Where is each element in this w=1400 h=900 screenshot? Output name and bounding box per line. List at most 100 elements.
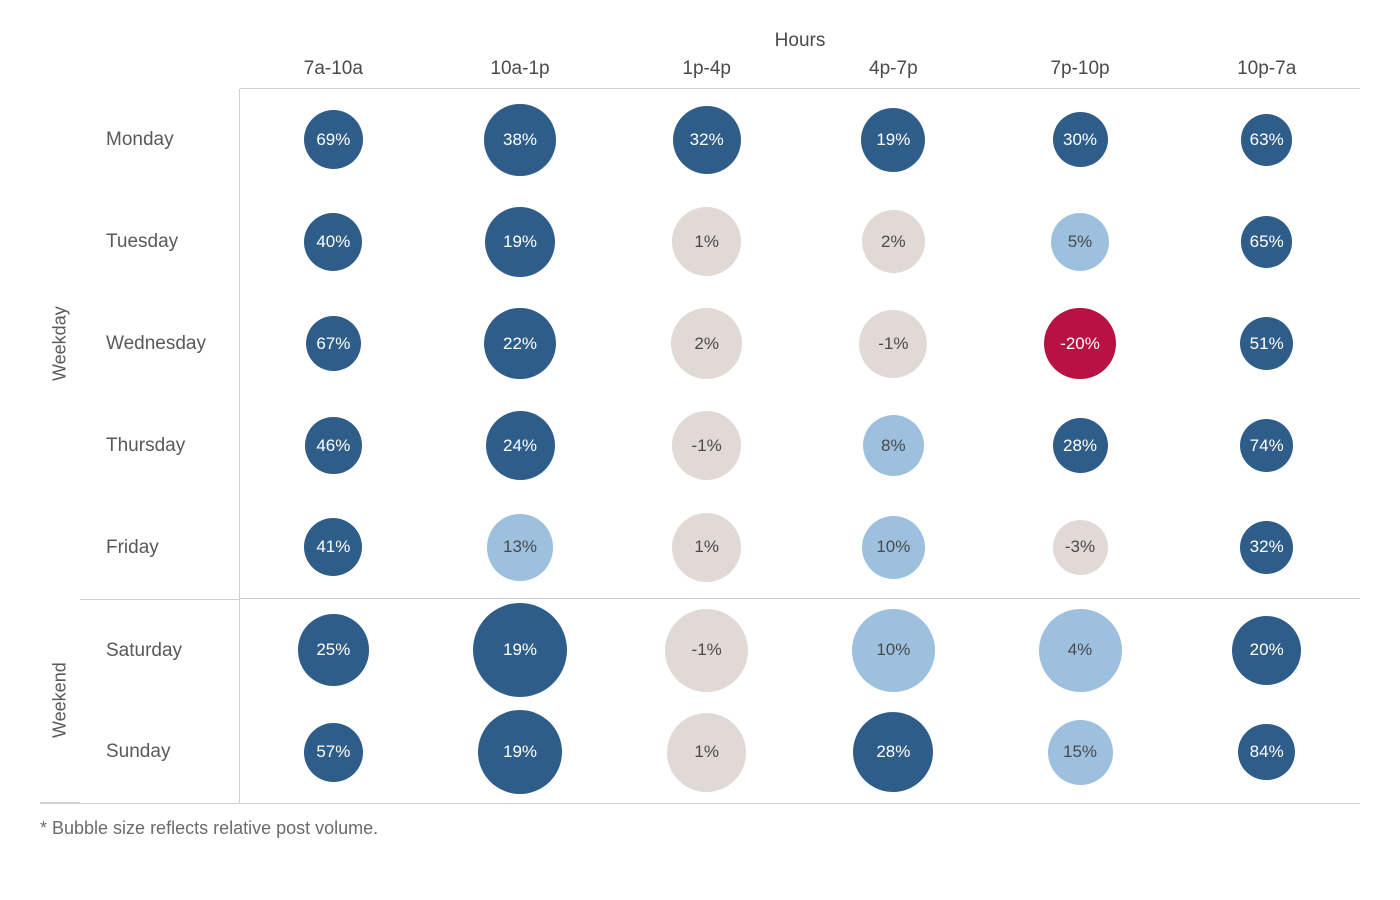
grid-row: 25% 19%-1% 10% 4% 20%: [240, 598, 1360, 701]
row-labels: MondayTuesdayWednesdayThursdayFridaySatu…: [80, 89, 240, 804]
bubble: 84%: [1238, 724, 1295, 781]
grid-row: 69% 38% 32% 19% 30% 63%: [240, 89, 1360, 191]
row-label: Tuesday: [80, 191, 239, 293]
column-header: 1p-4p: [613, 58, 800, 80]
grid-cell: -1%: [613, 599, 800, 701]
grid-cell: 84%: [1173, 701, 1360, 803]
bubble: 19%: [861, 108, 925, 172]
bubble: 30%: [1053, 112, 1108, 167]
grid-cell: 19%: [427, 191, 614, 293]
row-label: Monday: [80, 89, 239, 191]
bubble: 24%: [486, 411, 555, 480]
grid-cell: 1%: [613, 191, 800, 293]
column-header: 7p-10p: [987, 58, 1174, 80]
bubble: 10%: [862, 516, 925, 579]
grid-row: 46% 24% -1% 8% 28% 74%: [240, 395, 1360, 497]
bubble: 4%: [1039, 609, 1122, 692]
column-header: 10a-1p: [427, 58, 614, 80]
bubble: 40%: [304, 213, 362, 271]
grid-cell: -1%: [613, 395, 800, 497]
row-label: Saturday: [80, 599, 239, 701]
group-label: Weekday: [40, 89, 80, 599]
grid-cell: 40%: [240, 191, 427, 293]
chart-body: WeekdayWeekend MondayTuesdayWednesdayThu…: [40, 89, 1360, 804]
grid-cell: 41%: [240, 496, 427, 598]
grid-cell: 20%: [1173, 599, 1360, 701]
grid-cell: 10%: [800, 496, 987, 598]
bubble-matrix-chart: Hours 7a-10a10a-1p1p-4p4p-7p7p-10p10p-7a…: [40, 30, 1360, 839]
column-header: 4p-7p: [800, 58, 987, 80]
grid-row: 57% 19% 1% 28% 15% 84%: [240, 701, 1360, 803]
grid-row: 67% 22% 2% -1% -20% 51%: [240, 293, 1360, 395]
grid-cell: 67%: [240, 293, 427, 395]
bubble: 32%: [673, 106, 741, 174]
grid-cell: 22%: [427, 293, 614, 395]
bubble: 13%: [487, 514, 554, 581]
grid-cell: 74%: [1173, 395, 1360, 497]
grid-cell: 1%: [613, 701, 800, 803]
bubble: 19%: [478, 710, 562, 794]
bubble: 10%: [852, 609, 935, 692]
bubble: -1%: [859, 310, 927, 378]
grid-cell: 15%: [987, 701, 1174, 803]
grid-cell: 5%: [987, 191, 1174, 293]
bubble: 20%: [1232, 616, 1301, 685]
grid-cell: 2%: [800, 191, 987, 293]
columns-axis-title: Hours: [240, 30, 1360, 52]
grid-cell: 19%: [427, 701, 614, 803]
grid-cell: 13%: [427, 496, 614, 598]
grid-cell: -1%: [800, 293, 987, 395]
grid-cell: 25%: [240, 599, 427, 701]
grid-cell: -3%: [987, 496, 1174, 598]
bubble: -3%: [1053, 520, 1108, 575]
grid-cell: 30%: [987, 89, 1174, 191]
grid-cell: 10%: [800, 599, 987, 701]
grid-row: 41% 13% 1% 10% -3% 32%: [240, 496, 1360, 598]
bubble: 2%: [671, 308, 743, 380]
group-labels: WeekdayWeekend: [40, 89, 80, 804]
column-header: 10p-7a: [1173, 58, 1360, 80]
bubble: 69%: [304, 110, 363, 169]
bubble: 28%: [1053, 418, 1108, 473]
row-label: Wednesday: [80, 293, 239, 395]
row-label: Sunday: [80, 701, 239, 803]
bubble: -20%: [1044, 308, 1116, 380]
grid-cell: 28%: [800, 701, 987, 803]
bubble: 1%: [667, 713, 746, 792]
bubble: 67%: [306, 316, 361, 371]
grid-cell: 32%: [1173, 496, 1360, 598]
footnote: * Bubble size reflects relative post vol…: [40, 818, 1360, 839]
row-label: Friday: [80, 497, 239, 599]
bubble-grid: 69%38%32%19%30%63%40%19%1%2%5%65%67%22%2…: [240, 89, 1360, 804]
grid-cell: 65%: [1173, 191, 1360, 293]
column-headers: 7a-10a10a-1p1p-4p4p-7p7p-10p10p-7a: [240, 58, 1360, 89]
bubble: 32%: [1240, 521, 1293, 574]
grid-cell: 63%: [1173, 89, 1360, 191]
grid-cell: 46%: [240, 395, 427, 497]
bubble: 65%: [1241, 216, 1293, 268]
grid-cell: 19%: [427, 599, 614, 701]
grid-cell: -20%: [987, 293, 1174, 395]
bubble: 28%: [853, 712, 933, 792]
grid-cell: 2%: [613, 293, 800, 395]
bubble: 46%: [305, 417, 362, 474]
row-label: Thursday: [80, 395, 239, 497]
bubble: 25%: [298, 614, 370, 686]
grid-cell: 1%: [613, 496, 800, 598]
bubble: 22%: [484, 308, 556, 380]
bubble: 15%: [1048, 720, 1113, 785]
group-label: Weekend: [40, 599, 80, 803]
bubble: 51%: [1240, 317, 1293, 370]
grid-cell: 57%: [240, 701, 427, 803]
column-header: 7a-10a: [240, 58, 427, 80]
bubble: 8%: [863, 415, 925, 477]
grid-cell: 24%: [427, 395, 614, 497]
bubble: 1%: [672, 513, 741, 582]
bubble: 63%: [1241, 114, 1293, 166]
grid-row: 40% 19%1% 2% 5% 65%: [240, 191, 1360, 293]
grid-cell: 51%: [1173, 293, 1360, 395]
grid-cell: 32%: [613, 89, 800, 191]
bubble: 57%: [304, 723, 363, 782]
bubble: 38%: [484, 104, 556, 176]
bubble: 2%: [862, 210, 925, 273]
